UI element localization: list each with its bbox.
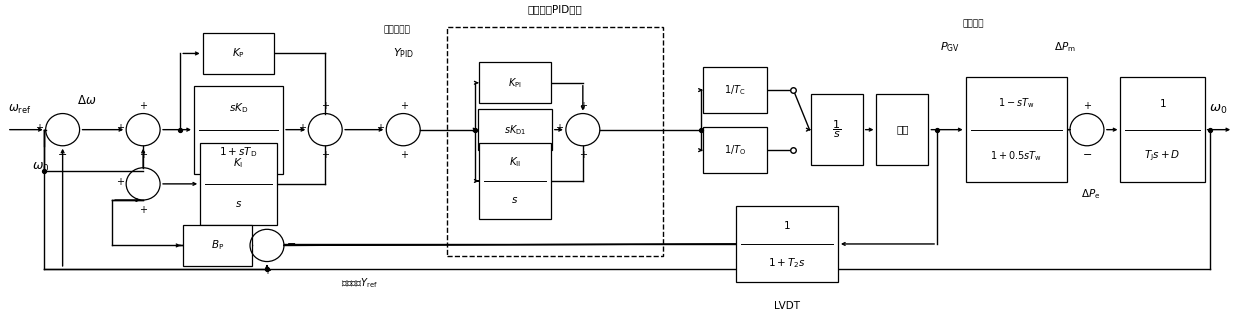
FancyBboxPatch shape bbox=[966, 77, 1068, 182]
Text: $\Delta\omega$: $\Delta\omega$ bbox=[77, 94, 97, 107]
Text: LVDT: LVDT bbox=[774, 301, 800, 309]
Text: −: − bbox=[58, 150, 68, 160]
Text: +: + bbox=[376, 123, 384, 133]
FancyBboxPatch shape bbox=[202, 33, 274, 74]
FancyBboxPatch shape bbox=[877, 95, 929, 165]
FancyBboxPatch shape bbox=[200, 143, 277, 225]
FancyBboxPatch shape bbox=[479, 62, 551, 103]
Text: $K_{\rm P}$: $K_{\rm P}$ bbox=[232, 47, 246, 60]
Text: 调速器输出: 调速器输出 bbox=[383, 26, 410, 35]
Text: +: + bbox=[115, 177, 124, 188]
Text: +: + bbox=[321, 150, 330, 160]
Text: $T_{\rm J}s+D$: $T_{\rm J}s+D$ bbox=[1145, 149, 1180, 163]
Text: +: + bbox=[115, 123, 124, 133]
Text: $K_{\rm Pl}$: $K_{\rm Pl}$ bbox=[508, 76, 522, 90]
FancyBboxPatch shape bbox=[1121, 77, 1204, 182]
FancyBboxPatch shape bbox=[737, 206, 838, 282]
Text: +: + bbox=[1059, 123, 1068, 133]
Text: +: + bbox=[1084, 101, 1091, 111]
Text: $1/T_{\rm O}$: $1/T_{\rm O}$ bbox=[724, 143, 746, 157]
Text: −: − bbox=[1083, 150, 1092, 160]
Text: $sK_{\rm D}$: $sK_{\rm D}$ bbox=[229, 101, 248, 115]
Text: 延时: 延时 bbox=[897, 125, 909, 135]
Text: $P_{\rm GV}$: $P_{\rm GV}$ bbox=[940, 41, 960, 54]
Text: −: − bbox=[286, 239, 296, 249]
Text: +: + bbox=[579, 150, 588, 160]
FancyBboxPatch shape bbox=[811, 95, 863, 165]
Text: 调门开度: 调门开度 bbox=[962, 20, 983, 29]
Text: $1$: $1$ bbox=[784, 219, 791, 231]
Text: $\Delta P_{\rm e}$: $\Delta P_{\rm e}$ bbox=[1081, 187, 1100, 201]
Text: +: + bbox=[556, 123, 563, 133]
Text: +: + bbox=[399, 150, 408, 160]
FancyBboxPatch shape bbox=[703, 67, 768, 113]
Text: +: + bbox=[139, 101, 148, 111]
Text: $1+sT_{\rm D}$: $1+sT_{\rm D}$ bbox=[219, 145, 258, 159]
Text: $sK_{\rm D1}$: $sK_{\rm D1}$ bbox=[503, 123, 526, 137]
Text: $Y_{\rm PID}$: $Y_{\rm PID}$ bbox=[393, 47, 414, 60]
Text: $\omega_0$: $\omega_0$ bbox=[32, 161, 50, 174]
Text: +: + bbox=[35, 123, 43, 133]
FancyBboxPatch shape bbox=[193, 86, 283, 174]
Text: $1+0.5sT_{\rm w}$: $1+0.5sT_{\rm w}$ bbox=[991, 149, 1043, 163]
Text: +: + bbox=[263, 266, 272, 276]
Text: $s$: $s$ bbox=[511, 195, 518, 205]
Text: $B_{\rm P}$: $B_{\rm P}$ bbox=[211, 239, 224, 252]
FancyBboxPatch shape bbox=[477, 109, 552, 150]
FancyBboxPatch shape bbox=[184, 225, 252, 266]
Text: $K_{\rm II}$: $K_{\rm II}$ bbox=[508, 155, 521, 169]
Text: $1$: $1$ bbox=[1158, 97, 1167, 109]
Text: $1-sT_{\rm w}$: $1-sT_{\rm w}$ bbox=[998, 96, 1034, 110]
Text: +: + bbox=[139, 205, 148, 215]
Text: $K_{\rm I}$: $K_{\rm I}$ bbox=[233, 156, 243, 170]
Text: +: + bbox=[139, 150, 148, 160]
FancyBboxPatch shape bbox=[703, 127, 768, 173]
Text: +: + bbox=[321, 101, 330, 111]
Text: $\Delta P_{\rm m}$: $\Delta P_{\rm m}$ bbox=[1054, 41, 1075, 54]
Text: $1+T_{2}s$: $1+T_{2}s$ bbox=[769, 256, 806, 270]
Text: $\omega_{\rm ref}$: $\omega_{\rm ref}$ bbox=[9, 103, 31, 116]
Text: 开度信号$Y_{\rm ref}$: 开度信号$Y_{\rm ref}$ bbox=[341, 277, 378, 290]
Text: $1/T_{\rm C}$: $1/T_{\rm C}$ bbox=[724, 83, 746, 97]
Text: $s$: $s$ bbox=[234, 199, 242, 210]
Text: $\omega_0$: $\omega_0$ bbox=[1209, 103, 1226, 116]
Text: 电液转换PID模块: 电液转换PID模块 bbox=[527, 5, 583, 15]
Text: $\dfrac{1}{s}$: $\dfrac{1}{s}$ bbox=[832, 119, 841, 140]
Text: +: + bbox=[579, 101, 588, 111]
Text: +: + bbox=[298, 123, 306, 133]
Text: +: + bbox=[399, 101, 408, 111]
FancyBboxPatch shape bbox=[479, 143, 551, 219]
